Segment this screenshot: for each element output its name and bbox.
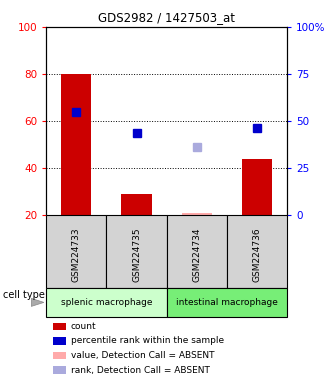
Bar: [167, 215, 227, 288]
Text: GSM224736: GSM224736: [252, 228, 261, 283]
Text: rank, Detection Call = ABSENT: rank, Detection Call = ABSENT: [71, 366, 210, 375]
Text: cell type: cell type: [3, 290, 45, 301]
Bar: [227, 215, 287, 288]
Bar: [46, 288, 167, 317]
Text: percentile rank within the sample: percentile rank within the sample: [71, 336, 224, 346]
Text: value, Detection Call = ABSENT: value, Detection Call = ABSENT: [71, 351, 214, 360]
Bar: [106, 215, 167, 288]
Bar: [167, 288, 287, 317]
Text: GSM224734: GSM224734: [192, 228, 201, 282]
Text: GSM224733: GSM224733: [72, 228, 81, 283]
Bar: [61, 74, 91, 215]
Bar: [182, 213, 212, 215]
Polygon shape: [31, 298, 44, 306]
Bar: [242, 159, 272, 215]
Text: count: count: [71, 322, 97, 331]
Text: intestinal macrophage: intestinal macrophage: [176, 298, 278, 307]
Text: GSM224735: GSM224735: [132, 228, 141, 283]
Bar: [121, 194, 151, 215]
Text: splenic macrophage: splenic macrophage: [61, 298, 152, 307]
Bar: [46, 215, 106, 288]
Title: GDS2982 / 1427503_at: GDS2982 / 1427503_at: [98, 11, 235, 24]
